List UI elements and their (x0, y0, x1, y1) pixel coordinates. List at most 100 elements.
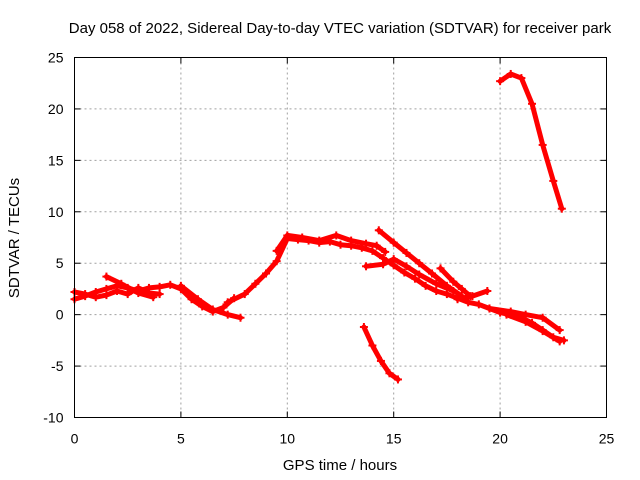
data-point (449, 286, 458, 295)
series-line-arc-12 (504, 312, 563, 344)
data-point (415, 259, 424, 268)
y-tick-label: 25 (48, 50, 64, 66)
y-tick-label: 0 (56, 307, 64, 323)
data-point (315, 236, 324, 245)
data-point (102, 272, 111, 281)
x-tick-label: 15 (386, 431, 402, 447)
y-tick-label: 15 (48, 152, 64, 168)
data-point (176, 281, 185, 290)
data-point (219, 303, 228, 312)
data-point (223, 310, 232, 319)
y-tick-label: -5 (51, 358, 64, 374)
data-point (381, 247, 390, 256)
data-point (117, 279, 126, 288)
data-point (474, 300, 483, 309)
data-point (421, 281, 430, 290)
data-point (298, 233, 307, 242)
data-point (432, 279, 441, 288)
data-point (402, 262, 411, 271)
data-point (272, 257, 281, 266)
data-point (362, 239, 371, 248)
data-point (449, 277, 458, 286)
y-tick-label: 5 (56, 255, 64, 271)
x-axis-label: GPS time / hours (283, 457, 397, 474)
data-point (506, 69, 515, 78)
y-axis-label: SDTVAR / TECUs (6, 178, 23, 298)
series-line-arc-9 (438, 265, 473, 299)
data-point (385, 369, 394, 378)
data-point (538, 327, 547, 336)
data-point (102, 291, 111, 300)
tick-layer: 0 5 10 15 20 25 -10 -5 0 5 10 15 20 25 (43, 50, 614, 447)
y-tick-label: 10 (48, 204, 64, 220)
data-point (113, 286, 122, 295)
x-tick-label: 20 (492, 431, 508, 447)
data-point (428, 269, 437, 278)
data-point (389, 255, 398, 264)
data-point (208, 305, 217, 314)
data-point (453, 295, 462, 304)
data-point (236, 313, 245, 322)
data-point (362, 262, 371, 271)
data-point (468, 292, 477, 301)
series-line-arc-1 (72, 282, 237, 315)
data-point (538, 313, 547, 322)
data-point (332, 231, 341, 240)
data-point (496, 77, 505, 86)
data-point (521, 310, 530, 319)
plot-frame (74, 57, 607, 418)
data-point (240, 290, 249, 299)
data-point (389, 238, 398, 247)
data-point (166, 280, 175, 289)
series-line-arc-3 (103, 274, 156, 300)
series-layer (70, 69, 568, 384)
data-point (251, 279, 260, 288)
data-point (517, 74, 526, 83)
data-point (549, 176, 558, 185)
data-point (283, 231, 292, 240)
data-point (410, 274, 419, 283)
data-point (485, 304, 494, 313)
data-point (502, 310, 511, 319)
data-point (521, 317, 530, 326)
data-point (155, 282, 164, 291)
data-point (436, 264, 445, 273)
data-point (123, 290, 132, 299)
data-point (359, 322, 368, 331)
data-point (457, 284, 466, 293)
data-point (368, 246, 377, 255)
series-line-arc-13 (361, 324, 401, 382)
data-point (415, 270, 424, 279)
series-line-arc-5 (225, 236, 567, 343)
data-point (379, 260, 388, 269)
data-point (557, 204, 566, 213)
data-point (368, 341, 377, 350)
chart-title: Day 058 of 2022, Sidereal Day-to-day VTE… (69, 20, 612, 37)
data-point (528, 99, 537, 108)
data-point (400, 268, 409, 277)
data-point (555, 326, 564, 335)
data-point (134, 289, 143, 298)
data-point (272, 246, 281, 255)
data-point (376, 356, 385, 365)
data-point (91, 293, 100, 302)
data-point (393, 375, 402, 384)
x-tick-label: 0 (71, 431, 79, 447)
data-point (555, 337, 564, 346)
x-tick-label: 5 (177, 431, 185, 447)
data-point (149, 293, 158, 302)
data-point (223, 298, 232, 307)
data-point (262, 269, 271, 278)
data-point (538, 140, 547, 149)
data-point (442, 290, 451, 299)
y-tick-label: 20 (48, 101, 64, 117)
grid-layer (74, 57, 607, 418)
data-point (374, 226, 383, 235)
data-point (402, 248, 411, 257)
data-point (464, 298, 473, 307)
y-tick-label: -10 (43, 410, 63, 426)
series-line-arc-14 (497, 71, 565, 212)
data-point (347, 236, 356, 245)
data-point (81, 290, 90, 299)
